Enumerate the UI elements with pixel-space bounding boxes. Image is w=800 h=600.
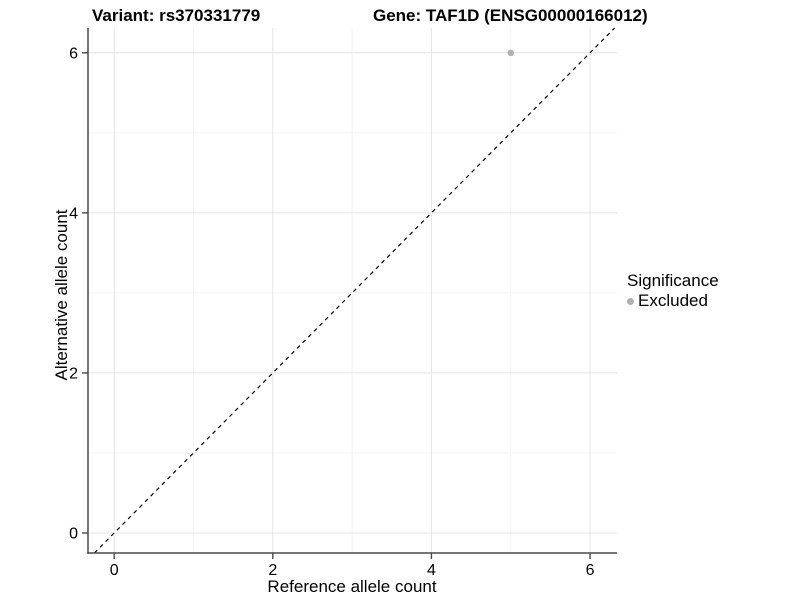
data-point-excluded-5-6 [507, 49, 514, 57]
x-tick-label-0: 0 [110, 562, 119, 579]
identity-dashed-line [93, 27, 616, 554]
legend-entry-excluded: Excluded [627, 291, 719, 311]
y-tick-label-4: 4 [69, 205, 78, 222]
legend-title: Significance [627, 271, 719, 290]
y-axis-label: Alternative allele count [52, 209, 71, 381]
variant-title: Variant: rs370331779 [92, 6, 261, 25]
y-tick-label-2: 2 [69, 365, 78, 382]
x-tick-label-4: 4 [427, 562, 436, 579]
x-tick-label-6: 6 [586, 562, 595, 579]
legend: Significance Excluded [627, 271, 719, 311]
y-tick-label-0: 0 [69, 525, 78, 542]
legend-entry-label: Excluded [638, 291, 708, 310]
gene-title: Gene: TAF1D (ENSG00000166012) [373, 6, 648, 25]
y-tick-label-6: 6 [69, 45, 78, 62]
legend-point-icon [627, 297, 634, 305]
x-tick-label-2: 2 [268, 562, 277, 579]
x-axis-label: Reference allele count [267, 577, 437, 596]
